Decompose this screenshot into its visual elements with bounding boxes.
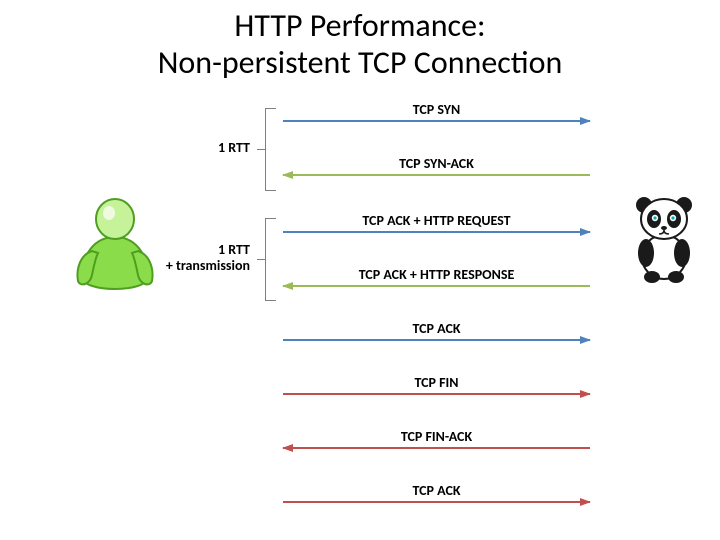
server-icon [628, 195, 700, 283]
slide-title: HTTP Performance: Non-persistent TCP Con… [0, 8, 720, 82]
diagram-stage: HTTP Performance: Non-persistent TCP Con… [0, 0, 720, 540]
label-rtt2-line1: 1 RTT [218, 241, 250, 258]
bracket-tick [257, 259, 265, 260]
msg-label-fin: TCP FIN [283, 374, 590, 391]
title-line2: Non-persistent TCP Connection [158, 43, 563, 82]
msg-label-finack: TCP FIN-ACK [283, 428, 590, 445]
label-rtt2: 1 RTT + transmission [145, 242, 250, 274]
msg-label-ack2: TCP ACK [283, 482, 590, 499]
msg-label-synack: TCP SYN-ACK [283, 155, 590, 172]
msg-label-ack1: TCP ACK [283, 320, 590, 337]
label-rtt2-line2: + transmission [166, 257, 250, 274]
bracket-rtt1 [265, 108, 276, 191]
msg-label-syn: TCP SYN [283, 101, 590, 118]
client-icon [74, 195, 156, 295]
bracket-rtt2 [265, 218, 276, 301]
title-line1: HTTP Performance: [234, 6, 485, 45]
msg-label-req: TCP ACK + HTTP REQUEST [283, 212, 590, 229]
bracket-tick [257, 149, 265, 150]
label-rtt1: 1 RTT [155, 140, 250, 156]
msg-label-resp: TCP ACK + HTTP RESPONSE [283, 266, 590, 283]
label-rtt1-text: 1 RTT [218, 139, 250, 156]
